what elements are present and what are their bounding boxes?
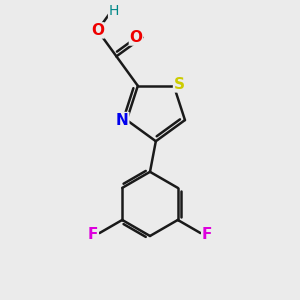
- Text: O: O: [129, 30, 142, 45]
- Text: F: F: [202, 227, 212, 242]
- Text: F: F: [88, 227, 98, 242]
- Text: N: N: [116, 112, 129, 128]
- Text: O: O: [91, 23, 104, 38]
- Text: S: S: [174, 77, 184, 92]
- Text: H: H: [109, 4, 119, 18]
